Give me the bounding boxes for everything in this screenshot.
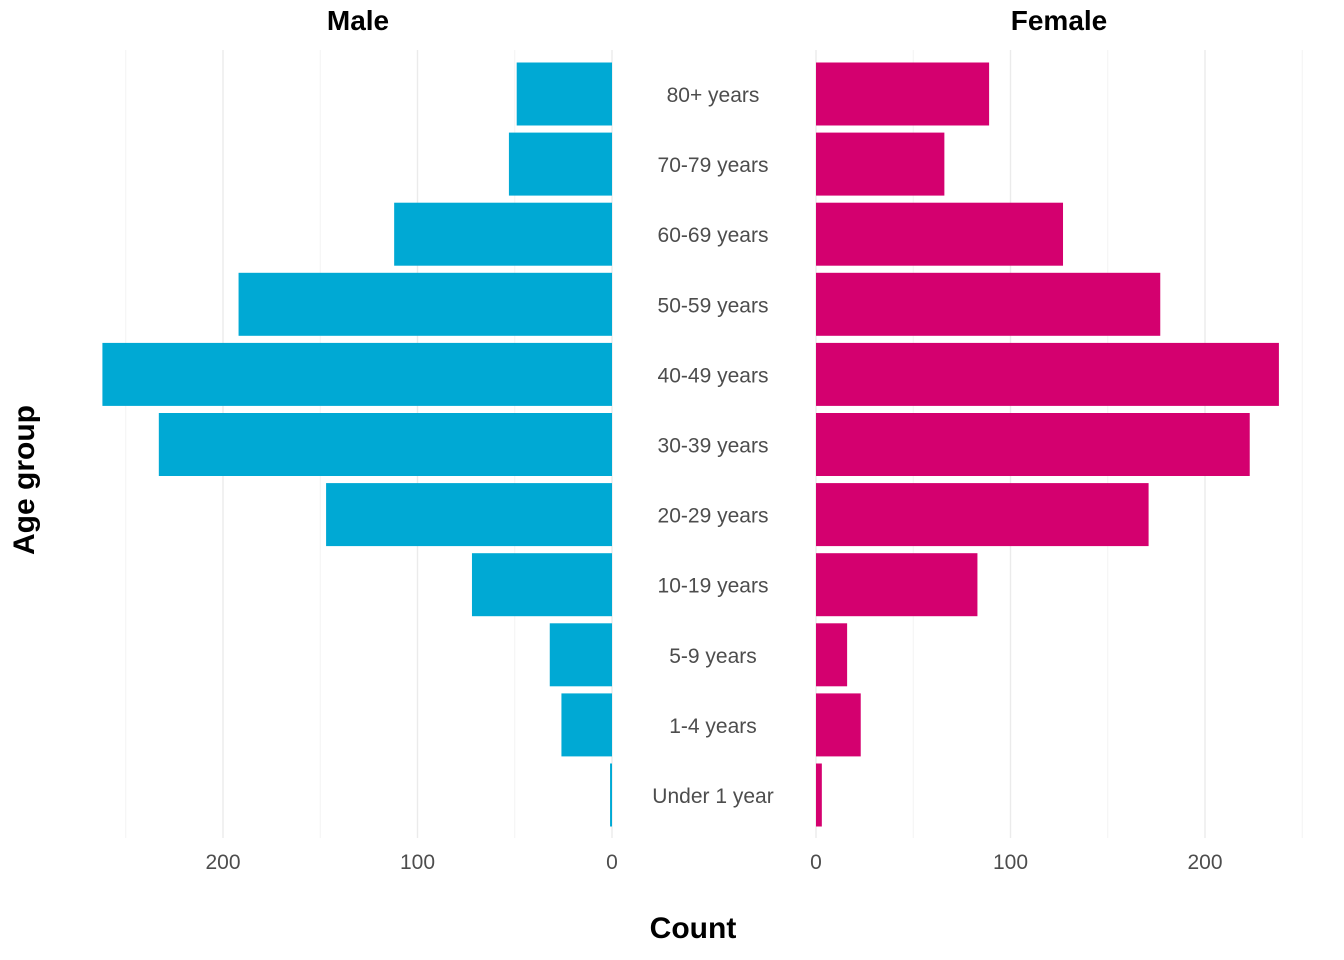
y-axis-title: Age group [8, 405, 41, 555]
female-x-tick-label: 200 [1187, 851, 1222, 874]
female-bar [816, 693, 861, 757]
male-bar [326, 483, 612, 547]
male-bar [238, 272, 612, 336]
male-bars [102, 62, 612, 827]
age-group-label: 5-9 years [669, 645, 757, 668]
female-bar [816, 342, 1279, 406]
x-axis-title: Count [650, 912, 737, 945]
female-bar [816, 272, 1161, 336]
female-x-tick-labels: 0 100 200 [810, 851, 1222, 874]
male-x-tick-label: 0 [606, 851, 618, 874]
female-bar [816, 553, 978, 617]
male-bar [394, 202, 612, 266]
female-bar [816, 763, 822, 827]
female-x-tick-label: 100 [993, 851, 1028, 874]
female-bar [816, 132, 945, 196]
male-bar [158, 413, 612, 476]
female-x-tick-label: 0 [810, 851, 822, 874]
female-bar [816, 413, 1250, 476]
male-bar [102, 342, 612, 406]
age-group-label: 70-79 years [658, 154, 769, 177]
male-bar [561, 693, 612, 757]
age-group-label: 50-59 years [658, 294, 769, 317]
age-group-label: 60-69 years [658, 224, 769, 247]
age-group-label: 1-4 years [669, 715, 757, 738]
female-bar [816, 62, 990, 126]
male-x-tick-labels: 0 100 200 [205, 851, 617, 874]
male-bar [516, 62, 612, 126]
male-x-tick-label: 100 [400, 851, 435, 874]
male-bar [549, 623, 612, 687]
male-bar [508, 132, 612, 196]
age-group-label: 20-29 years [658, 505, 769, 528]
male-x-tick-label: 200 [205, 851, 240, 874]
female-panel-title: Female [1011, 5, 1108, 36]
male-bar [610, 763, 612, 827]
age-group-labels: 80+ years 70-79 years 60-69 years 50-59 yea… [652, 84, 773, 808]
female-bars [816, 62, 1279, 827]
male-bar [471, 553, 612, 617]
female-bar [816, 202, 1064, 266]
female-bar [816, 623, 848, 687]
age-group-label: 10-19 years [658, 575, 769, 598]
age-group-label: Under 1 year [652, 785, 773, 808]
age-group-label: 30-39 years [658, 435, 769, 458]
age-group-label: 80+ years [667, 84, 760, 107]
female-bar [816, 483, 1149, 547]
age-group-label: 40-49 years [658, 364, 769, 387]
male-panel-title: Male [327, 5, 389, 36]
